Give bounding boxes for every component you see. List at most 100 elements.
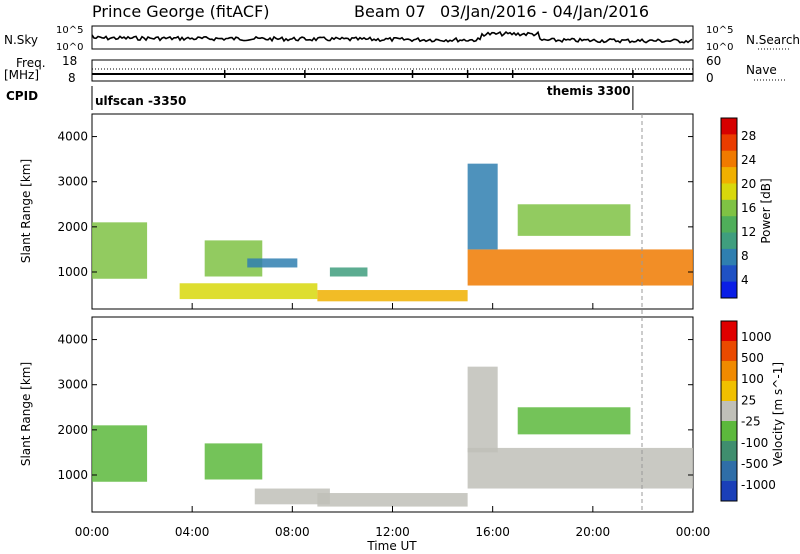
cpid-label: CPID: [6, 89, 38, 103]
velocity-colorbar-swatch-7: [721, 461, 737, 482]
power-colorbar: 28 24 20 16 12 8 4: [720, 117, 756, 299]
velocity-echoes-ytick-label-0: 1000: [57, 468, 88, 482]
velocity-echoes-ytick-label-3: 4000: [57, 333, 88, 347]
nsearch-tick-top: 10^5: [706, 25, 733, 36]
velocity-colorbar-frame: [720, 320, 738, 502]
nsky-tick-bottom: 10^0: [56, 42, 83, 53]
x-axis-ticks: 00:00 04:00 08:00 12:00 16:00 20:00 00:00: [75, 303, 710, 539]
velocity-echoes-region-2: [254, 488, 330, 505]
velocity-colorbar-tick-3: 25: [741, 393, 756, 407]
velocity-echoes-region-6: [467, 366, 498, 453]
x-tick-label-1: 04:00: [175, 525, 210, 539]
freq-tick-top: 18: [62, 54, 77, 68]
nsearch-label: N.Search: [746, 33, 800, 47]
nsearch-tick-bottom: 10^0: [706, 42, 733, 53]
velocity-colorbar-label: Velocity [m s^-1]: [771, 362, 785, 466]
power-colorbar-frame: [720, 117, 738, 299]
power-colorbar-tick-6: 4: [741, 273, 749, 287]
x-tick-label-0: 00:00: [75, 525, 110, 539]
velocity-echoes-region-1: [204, 443, 263, 480]
freq-jump-marks: [223, 70, 634, 78]
power-yticks: 1000 2000 3000 4000: [57, 130, 693, 279]
velocity-colorbar-tick-4: -25: [741, 415, 761, 429]
power-colorbar-swatch-3: [721, 167, 737, 184]
power-echoes-region-4: [179, 283, 318, 300]
nave-tick-top: 60: [706, 54, 721, 68]
velocity-echoes: [92, 366, 693, 507]
freq-panel-frame: [91, 59, 694, 82]
velocity-colorbar-swatch-5: [721, 421, 737, 442]
cpid-mode-1: themis 3300: [547, 84, 631, 98]
power-echoes-ytick-label-0: 1000: [57, 265, 88, 279]
velocity-colorbar-tick-5: -100: [741, 436, 768, 450]
x-tick-label-2: 08:00: [275, 525, 310, 539]
x-axis-label: Time UT: [366, 539, 417, 553]
power-colorbar-swatch-2: [721, 150, 737, 168]
nsky-label: N.Sky: [4, 33, 38, 47]
power-echoes-region-2: [247, 258, 298, 268]
power-echoes: [92, 163, 693, 302]
power-colorbar-swatch-6: [721, 216, 737, 234]
cpid-modes: ulfscan -3350 themis 3300: [95, 84, 634, 110]
velocity-colorbar-tick-1: 500: [741, 351, 764, 365]
velocity-echoes-region-0: [92, 425, 148, 482]
velocity-echoes-region-4: [467, 447, 693, 489]
cpid-mode-0: ulfscan -3350: [95, 94, 186, 108]
power-colorbar-swatch-0: [721, 118, 737, 135]
velocity-colorbar: 1000 500 100 25 -25 -100 -500 -1000: [720, 320, 776, 502]
station-title: Prince George (fitACF): [92, 2, 270, 21]
velocity-yticks: 1000 2000 3000 4000: [57, 333, 693, 482]
velocity-ylabel: Slant Range [km]: [19, 362, 33, 466]
velocity-colorbar-swatch-4: [721, 401, 737, 422]
x-tick-label-5: 20:00: [576, 525, 611, 539]
date-range: 03/Jan/2016 - 04/Jan/2016: [440, 2, 649, 21]
power-colorbar-label: Power [dB]: [759, 178, 773, 243]
velocity-echoes-ytick-label-1: 2000: [57, 423, 88, 437]
power-echoes-region-7: [517, 204, 631, 236]
power-echoes-ytick-label-2: 3000: [57, 175, 88, 189]
power-colorbar-swatch-4: [721, 183, 737, 201]
velocity-colorbar-tick-6: -500: [741, 457, 768, 471]
velocity-colorbar-tick-0: 1000: [741, 330, 772, 344]
power-echoes-region-8: [467, 163, 498, 250]
power-echoes-region-5: [317, 290, 468, 302]
power-colorbar-tick-3: 16: [741, 201, 756, 215]
power-colorbar-tick-0: 28: [741, 129, 756, 143]
velocity-echoes-ytick-label-2: 3000: [57, 378, 88, 392]
freq-tick-bottom: 8: [68, 71, 76, 85]
velocity-colorbar-swatch-8: [721, 481, 737, 502]
power-colorbar-tick-5: 8: [741, 249, 749, 263]
nsky-tick-top: 10^5: [56, 25, 83, 36]
power-colorbar-tick-2: 20: [741, 177, 756, 191]
power-echoes-ytick-label-1: 2000: [57, 220, 88, 234]
velocity-colorbar-swatch-6: [721, 441, 737, 462]
nave-tick-bottom: 0: [706, 71, 714, 85]
nsky-panel-frame: [91, 25, 694, 50]
velocity-colorbar-swatch-1: [721, 341, 737, 362]
velocity-colorbar-swatch-0: [721, 321, 737, 342]
beam-label: Beam 07: [354, 2, 426, 21]
power-echoes-region-0: [92, 222, 148, 279]
power-echoes-region-6: [467, 249, 693, 286]
velocity-echoes-region-3: [317, 493, 468, 507]
power-colorbar-swatch-5: [721, 199, 737, 217]
nave-label: Nave: [746, 63, 777, 77]
freq-label-line1: Freq.: [16, 56, 46, 70]
power-colorbar-swatch-1: [721, 134, 737, 152]
power-colorbar-swatch-9: [721, 265, 737, 283]
x-tick-label-4: 16:00: [475, 525, 510, 539]
power-echoes-ytick-label-3: 4000: [57, 130, 88, 144]
velocity-colorbar-tick-2: 100: [741, 372, 764, 386]
velocity-colorbar-swatch-2: [721, 361, 737, 382]
power-colorbar-tick-4: 12: [741, 225, 756, 239]
velocity-echoes-region-5: [517, 407, 631, 435]
power-colorbar-swatch-10: [721, 281, 737, 299]
power-colorbar-swatch-7: [721, 232, 737, 250]
power-colorbar-swatch-8: [721, 248, 737, 266]
freq-label-line2: [MHz]: [4, 68, 39, 82]
power-ylabel: Slant Range [km]: [19, 159, 33, 263]
x-tick-label-3: 12:00: [375, 525, 410, 539]
power-colorbar-tick-1: 24: [741, 153, 756, 167]
velocity-colorbar-swatch-3: [721, 381, 737, 402]
